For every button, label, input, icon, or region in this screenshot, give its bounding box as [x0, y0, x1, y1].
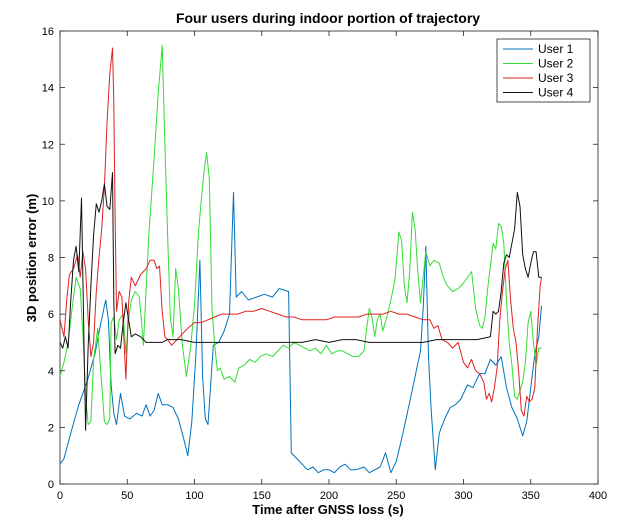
x-tick-label: 400 — [589, 490, 607, 502]
series-layer — [59, 44, 542, 474]
x-tick-label: 200 — [320, 490, 338, 502]
y-tick-label: 4 — [48, 366, 54, 378]
y-tick-label: 0 — [48, 479, 54, 491]
y-tick-label: 16 — [42, 26, 54, 38]
y-tick-label: 14 — [42, 83, 54, 95]
y-tick-label: 8 — [48, 253, 54, 265]
y-tick-label: 6 — [48, 309, 54, 321]
legend-label-user-3: User 3 — [538, 71, 574, 85]
x-tick-label: 0 — [57, 490, 63, 502]
y-tick-label: 2 — [48, 422, 54, 434]
series-line-user-1 — [59, 191, 542, 474]
plot-frame — [59, 30, 599, 485]
y-tick-label: 12 — [42, 139, 54, 151]
chart-title: Four users during indoor portion of traj… — [176, 10, 480, 26]
x-axis-label: Time after GNSS loss (s) — [252, 502, 403, 517]
x-tick-label: 50 — [121, 490, 133, 502]
x-tick-label: 150 — [253, 490, 271, 502]
x-tick-label: 250 — [387, 490, 405, 502]
series-line-user-3 — [59, 47, 542, 417]
legend-label-user-4: User 4 — [538, 86, 574, 100]
tick-layer: 0 50 100 150 200 250 300 350 400 0 2 4 6 8 10 12 14 16 — [42, 26, 607, 502]
x-tick-label: 350 — [522, 490, 540, 502]
x-tick-label: 300 — [454, 490, 472, 502]
y-tick-label: 10 — [42, 196, 54, 208]
plot-area: 0 50 100 150 200 250 300 350 400 0 2 4 6 8 10 12 14 16 — [42, 26, 607, 502]
x-tick-label: 100 — [185, 490, 203, 502]
series-line-user-4 — [59, 172, 542, 431]
legend-label-user-1: User 1 — [538, 42, 574, 56]
legend-label-user-2: User 2 — [538, 57, 574, 71]
y-axis-label: 3D position error (m) — [24, 194, 39, 323]
